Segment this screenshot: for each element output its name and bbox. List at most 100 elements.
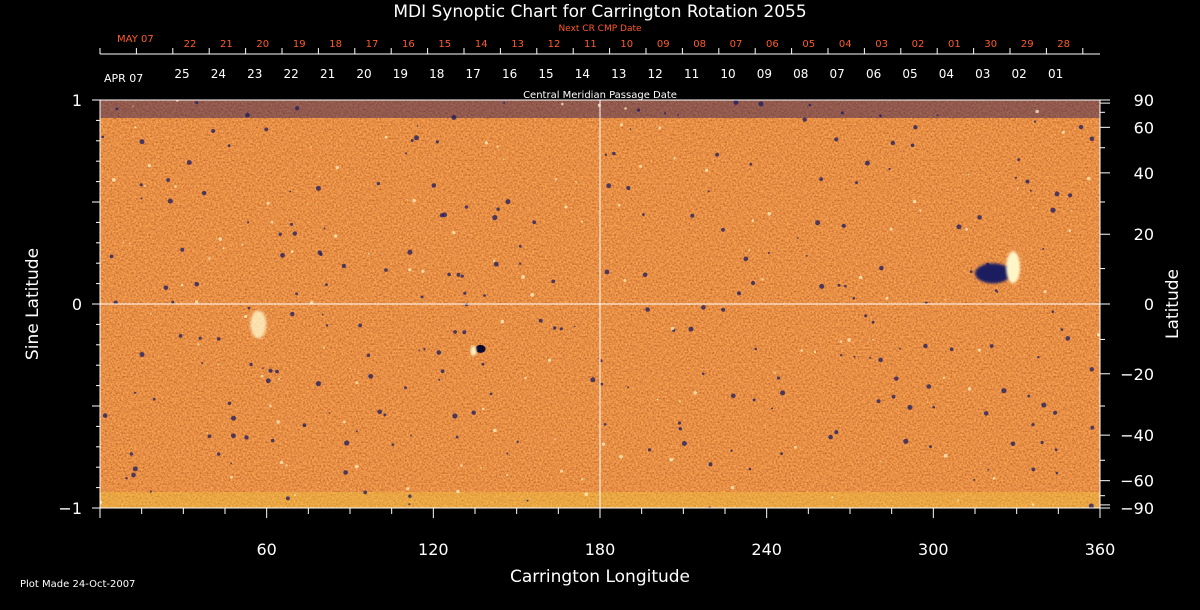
cmp-date-9: 17 [466,67,481,81]
cmp-date-21: 05 [902,67,917,81]
positive-flux-speck [269,404,272,408]
positive-flux-speck [926,401,929,403]
negative-flux-speck [503,101,506,104]
positive-flux-speck [266,201,270,205]
negative-flux-speck [404,386,407,390]
positive-flux-speck [197,343,200,346]
negative-flux-speck [506,452,509,455]
negative-flux-speck [1001,388,1007,394]
negative-flux-speck [690,213,695,218]
negative-flux-speck [418,349,420,351]
positive-flux-speck [564,205,568,209]
negative-flux-speck [290,311,295,317]
positive-flux-speck [919,209,922,212]
negative-flux-speck [496,207,500,211]
positive-flux-speck [619,454,623,459]
right-tick-label: 60 [1134,118,1154,137]
cmp-date-13: 13 [611,67,626,81]
negative-flux-speck [748,467,752,471]
negative-flux-speck [493,261,499,267]
positive-flux-speck [129,242,131,245]
cmp-date-5: 21 [320,67,335,81]
negative-flux-speck [264,127,269,132]
negative-flux-speck [289,190,292,193]
negative-flux-speck [629,128,632,130]
negative-flux-speck [604,269,610,275]
magnetic-features [100,100,1100,508]
negative-flux-speck [767,251,770,254]
negative-flux-speck [819,177,823,182]
negative-flux-speck [819,283,825,289]
next-cmp-date-10: 13 [511,39,524,50]
negative-flux-speck [102,413,108,418]
next-cmp-date-15: 08 [693,39,706,50]
y-axis-label-right: Latitude [1163,269,1183,339]
negative-flux-speck [435,140,439,144]
negative-flux-speck [295,292,298,296]
negative-flux-speck [708,462,713,467]
positive-flux-speck [307,203,309,205]
next-cmp-date-2: 21 [220,39,233,50]
cmp-date-25: 01 [1048,67,1063,81]
next-cmp-ticks [99,48,1084,54]
positive-flux-speck [831,496,834,499]
negative-flux-speck [194,281,199,287]
x-tick-label-180: 180 [585,540,616,559]
negative-flux-speck [871,320,875,324]
active-region-negative [975,263,1012,284]
cmp-date-14: 12 [648,67,663,81]
next-cmp-date-1: 22 [184,39,197,50]
positive-flux-speck [343,420,346,424]
negative-flux-speck [736,291,742,296]
left-tick-label: 1 [72,91,82,110]
right-tick-label: −20 [1120,365,1154,384]
positive-flux-speck [492,259,496,262]
negative-flux-speck [869,356,872,359]
negative-flux-speck [780,452,783,455]
negative-flux-speck [796,237,799,239]
negative-flux-speck [973,478,976,481]
negative-flux-speck [913,125,918,130]
negative-flux-speck [438,378,441,381]
positive-flux-speck [879,460,882,463]
next-cmp-date-9: 14 [475,39,488,50]
negative-flux-speck [383,413,387,417]
cmp-date-15: 11 [684,67,699,81]
negative-flux-speck [977,215,982,220]
negative-flux-speck [376,181,381,186]
negative-flux-speck [1017,158,1021,162]
next-cmp-date-3: 20 [256,39,269,50]
negative-flux-speck [344,440,350,446]
negative-flux-speck [677,113,679,116]
positive-flux-speck [132,105,134,107]
cmp-date-4: 22 [284,67,299,81]
negative-flux-speck [178,334,183,338]
negative-flux-speck [115,107,119,111]
negative-flux-speck [355,430,358,433]
cmp-date-8: 18 [429,67,444,81]
negative-flux-speck [559,327,563,331]
negative-flux-speck [903,438,909,444]
positive-flux-speck [673,458,675,460]
negative-flux-speck [1089,367,1095,372]
negative-flux-speck [751,280,756,286]
negative-flux-speck [207,434,212,439]
negative-flux-speck [227,144,231,148]
cmp-month-label: APR 07 [104,72,143,85]
positive-flux-speck [318,175,320,178]
positive-flux-speck [575,180,577,183]
cmp-date-7: 19 [393,67,408,81]
positive-flux-speck [506,474,508,477]
negative-flux-speck [231,415,236,421]
positive-flux-speck [1032,207,1035,209]
negative-flux-speck [910,143,915,148]
positive-flux-speck [484,141,488,145]
negative-flux-speck [526,499,529,502]
negative-flux-speck [139,139,145,145]
next-cmp-date-6: 17 [366,39,379,50]
negative-flux-speck [590,377,596,383]
positive-flux-speck [554,438,556,441]
right-axis-ticks: 90 60 40 20 0 −20 −40 −60 −90 [1100,91,1154,518]
positive-flux-speck [885,296,889,300]
next-cmp-date-20: 03 [875,39,888,50]
